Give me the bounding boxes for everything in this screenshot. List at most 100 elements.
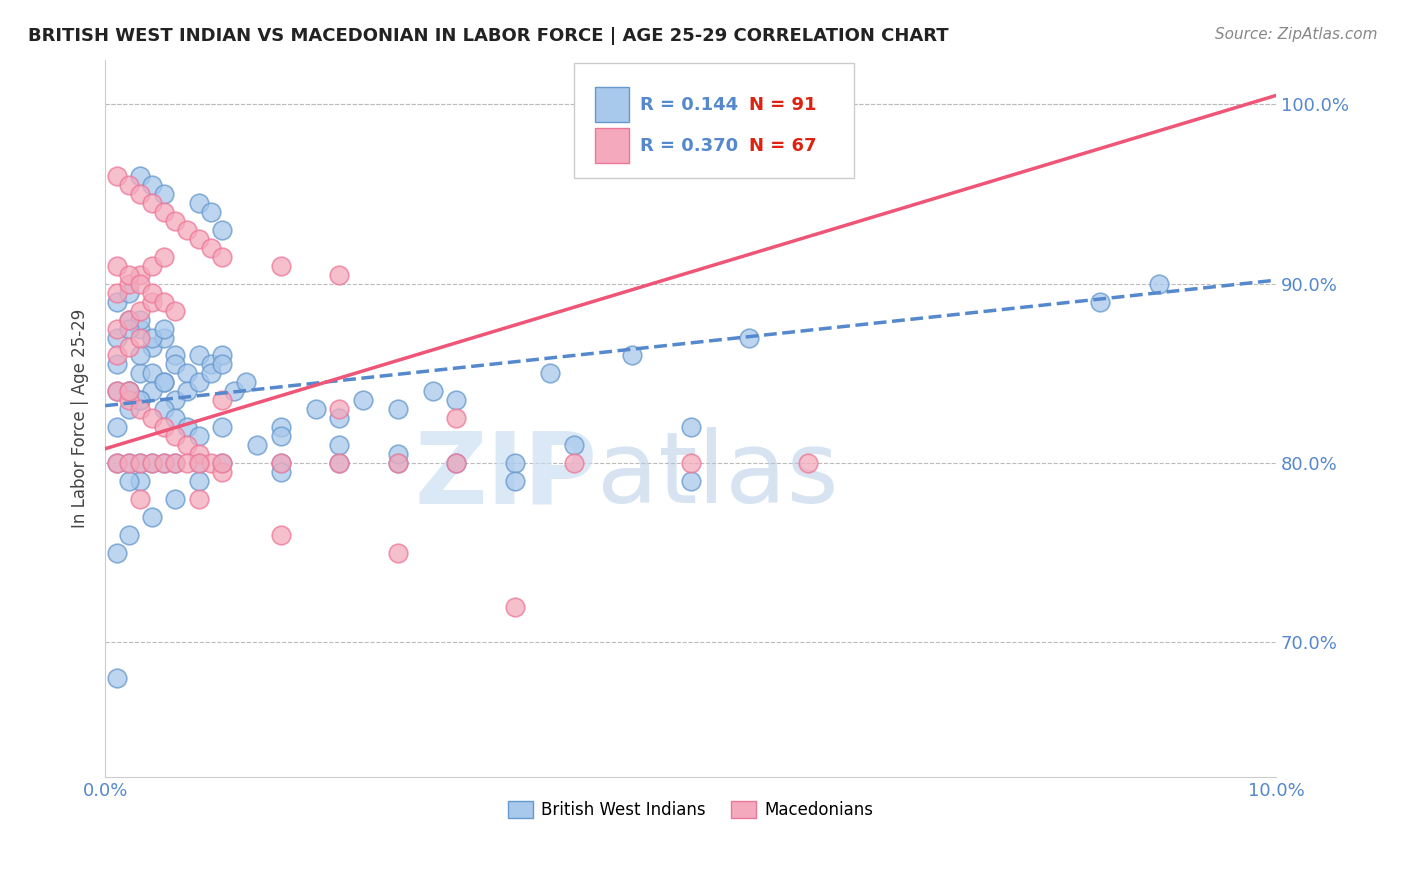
Point (187, 232, 209, 246)
Point (129, 393, 152, 408)
Point (165, 214, 187, 228)
Point (105, 294, 128, 309)
Point (117, 339, 139, 353)
Point (176, 438, 198, 452)
Point (200, 358, 222, 372)
Point (117, 384, 139, 399)
Point (211, 358, 233, 372)
Point (446, 411, 468, 425)
Point (129, 393, 152, 408)
Point (117, 268, 139, 282)
Point (141, 330, 163, 344)
Point (152, 205, 174, 219)
Legend: British West Indians, Macedonians: British West Indians, Macedonians (502, 795, 880, 826)
Point (129, 312, 152, 326)
Point (152, 376, 174, 390)
Point (387, 546, 409, 560)
Point (141, 509, 163, 524)
Point (211, 250, 233, 264)
Point (176, 384, 198, 399)
Point (152, 456, 174, 470)
Point (621, 349, 644, 363)
Point (446, 456, 468, 470)
Point (328, 411, 350, 425)
Point (105, 420, 128, 434)
Point (117, 321, 139, 335)
Point (129, 169, 152, 183)
Point (187, 456, 209, 470)
Point (129, 402, 152, 417)
Point (352, 393, 374, 408)
Point (117, 285, 139, 300)
Point (141, 367, 163, 381)
Point (387, 402, 409, 417)
Point (117, 312, 139, 326)
Point (679, 456, 702, 470)
Point (446, 456, 468, 470)
Point (152, 456, 174, 470)
Point (152, 321, 174, 335)
Point (141, 294, 163, 309)
Point (446, 393, 468, 408)
Point (141, 259, 163, 273)
Y-axis label: In Labor Force | Age 25-29: In Labor Force | Age 25-29 (72, 309, 89, 528)
Point (129, 367, 152, 381)
Point (270, 456, 292, 470)
Point (165, 303, 187, 318)
Point (796, 115, 818, 129)
Point (105, 259, 128, 273)
Point (165, 491, 187, 506)
Point (235, 376, 257, 390)
Text: R = 0.144: R = 0.144 (640, 95, 738, 114)
Point (117, 384, 139, 399)
Text: N = 91: N = 91 (749, 95, 817, 114)
Text: R = 0.370: R = 0.370 (640, 136, 738, 154)
Point (129, 268, 152, 282)
Point (211, 223, 233, 237)
Point (117, 393, 139, 408)
Point (165, 349, 187, 363)
Point (200, 241, 222, 255)
Point (152, 294, 174, 309)
Point (117, 474, 139, 488)
Point (129, 303, 152, 318)
Point (129, 330, 152, 344)
Point (176, 456, 198, 470)
Point (105, 546, 128, 560)
Point (503, 456, 526, 470)
Point (503, 599, 526, 614)
Point (176, 367, 198, 381)
Point (538, 367, 561, 381)
Point (165, 429, 187, 443)
Point (187, 456, 209, 470)
Point (211, 456, 233, 470)
Point (117, 456, 139, 470)
Point (328, 268, 350, 282)
Point (141, 339, 163, 353)
Point (117, 178, 139, 193)
Point (187, 491, 209, 506)
Point (129, 187, 152, 202)
Point (105, 384, 128, 399)
Point (105, 169, 128, 183)
Point (129, 491, 152, 506)
Point (187, 196, 209, 211)
Point (152, 376, 174, 390)
Point (105, 671, 128, 685)
Text: BRITISH WEST INDIAN VS MACEDONIAN IN LABOR FORCE | AGE 25-29 CORRELATION CHART: BRITISH WEST INDIAN VS MACEDONIAN IN LAB… (28, 27, 949, 45)
Point (200, 205, 222, 219)
Point (105, 321, 128, 335)
Point (141, 178, 163, 193)
Point (165, 393, 187, 408)
Point (270, 465, 292, 479)
Point (328, 456, 350, 470)
Point (176, 420, 198, 434)
Point (152, 187, 174, 202)
Point (679, 420, 702, 434)
Point (176, 223, 198, 237)
Point (211, 420, 233, 434)
Point (105, 384, 128, 399)
Point (270, 420, 292, 434)
Point (738, 330, 761, 344)
Point (270, 429, 292, 443)
